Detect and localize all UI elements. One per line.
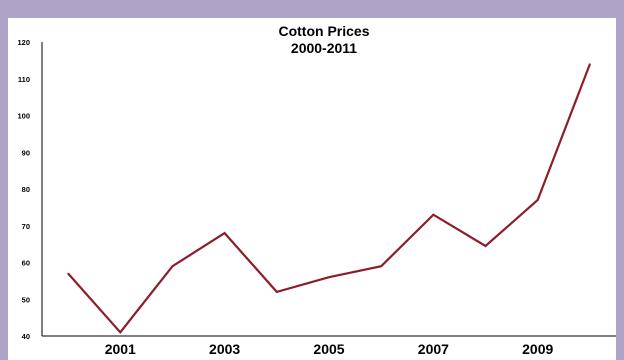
- y-tick-label: 70: [22, 222, 30, 231]
- data-point: [67, 272, 69, 275]
- data-point: [276, 291, 278, 293]
- y-tick-label: 120: [17, 38, 30, 47]
- y-tick-labels: 40 50 60 70 80 90 100 110 120: [17, 38, 30, 341]
- x-tick-label: 2007: [418, 341, 449, 357]
- chart-title-line-1: Cotton Prices: [278, 23, 369, 39]
- chart-frame: Cotton Prices 2000-2011 40 50 60 70 80 90 100 1…: [8, 18, 616, 360]
- data-point: [589, 63, 591, 65]
- data-point: [380, 265, 382, 267]
- y-tick-label: 50: [22, 295, 30, 304]
- series-group: [67, 63, 591, 335]
- data-point: [328, 276, 330, 279]
- y-tick-label: 60: [22, 259, 30, 268]
- x-tick-label: 2003: [209, 341, 240, 357]
- data-point: [119, 331, 122, 334]
- x-tick-label: 2005: [313, 341, 344, 357]
- y-tick-label: 90: [22, 148, 30, 157]
- series-line: [67, 63, 591, 335]
- x-tick-labels: 2001 2003 2005 2007 2009: [105, 341, 554, 357]
- data-point: [432, 213, 435, 216]
- x-tick-label: 2001: [105, 341, 136, 357]
- x-tick-label: 2009: [522, 341, 553, 357]
- y-tick-label: 100: [17, 112, 30, 121]
- line-chart: Cotton Prices 2000-2011 40 50 60 70 80 90 100 1…: [17, 23, 616, 357]
- y-tick-label: 80: [22, 185, 30, 194]
- data-point: [223, 232, 226, 234]
- chart-title-line-2: 2000-2011: [291, 40, 357, 56]
- data-point: [484, 245, 487, 247]
- data-point: [536, 199, 539, 201]
- data-point: [171, 265, 174, 267]
- y-tick-label: 40: [22, 332, 30, 341]
- y-tick-label: 110: [18, 75, 30, 84]
